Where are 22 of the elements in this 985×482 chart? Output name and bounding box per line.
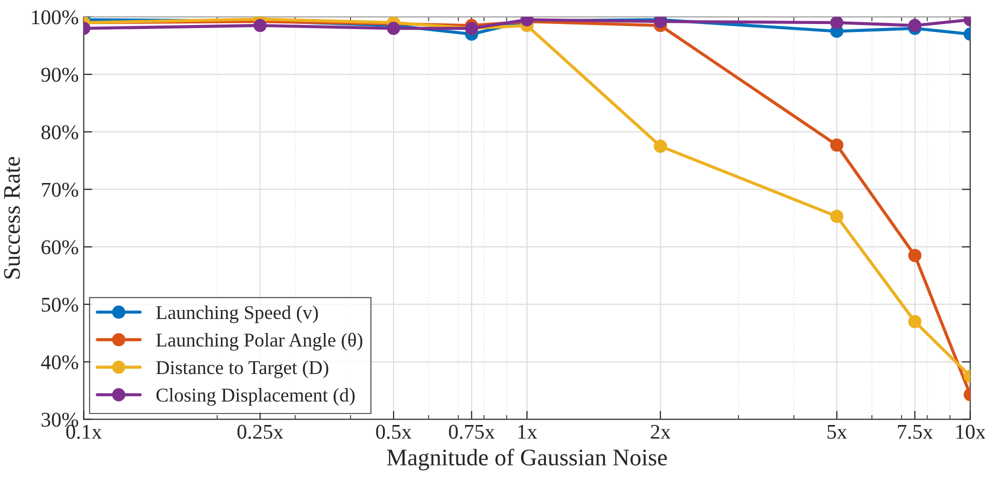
- legend-label: Launching Polar Angle (θ): [156, 332, 362, 351]
- x-tick-label: 5x: [828, 425, 847, 439]
- x-tick-label: 0.25x: [237, 424, 284, 439]
- legend-label: Distance to Target (D): [156, 360, 328, 378]
- y-axis-title: Success Rate: [4, 156, 20, 278]
- x-tick-label: 0.1x: [66, 424, 102, 439]
- legend-label: Launching Speed (v): [156, 305, 318, 324]
- x-tick-label: 7.5x: [898, 425, 933, 439]
- x-tick-label: 2x: [650, 424, 671, 439]
- x-tick-label: 0.75x: [448, 424, 495, 439]
- x-tick-label: 0.5x: [376, 424, 412, 439]
- legend-label: Closing Displacement (d): [156, 388, 355, 406]
- y-tick-label: 60%: [42, 240, 78, 254]
- x-axis-title: Magnitude of Gaussian Noise: [386, 448, 667, 470]
- y-tick-label: 40%: [41, 355, 78, 370]
- y-tick-label: 100%: [32, 10, 78, 24]
- y-tick-label: 80%: [41, 125, 78, 140]
- y-tick-label: 50%: [42, 298, 78, 312]
- y-tick-label: 30%: [42, 412, 78, 427]
- y-tick-label: 70%: [42, 182, 78, 197]
- y-tick-label: 90%: [41, 68, 78, 82]
- x-tick-label: 1x: [518, 424, 538, 439]
